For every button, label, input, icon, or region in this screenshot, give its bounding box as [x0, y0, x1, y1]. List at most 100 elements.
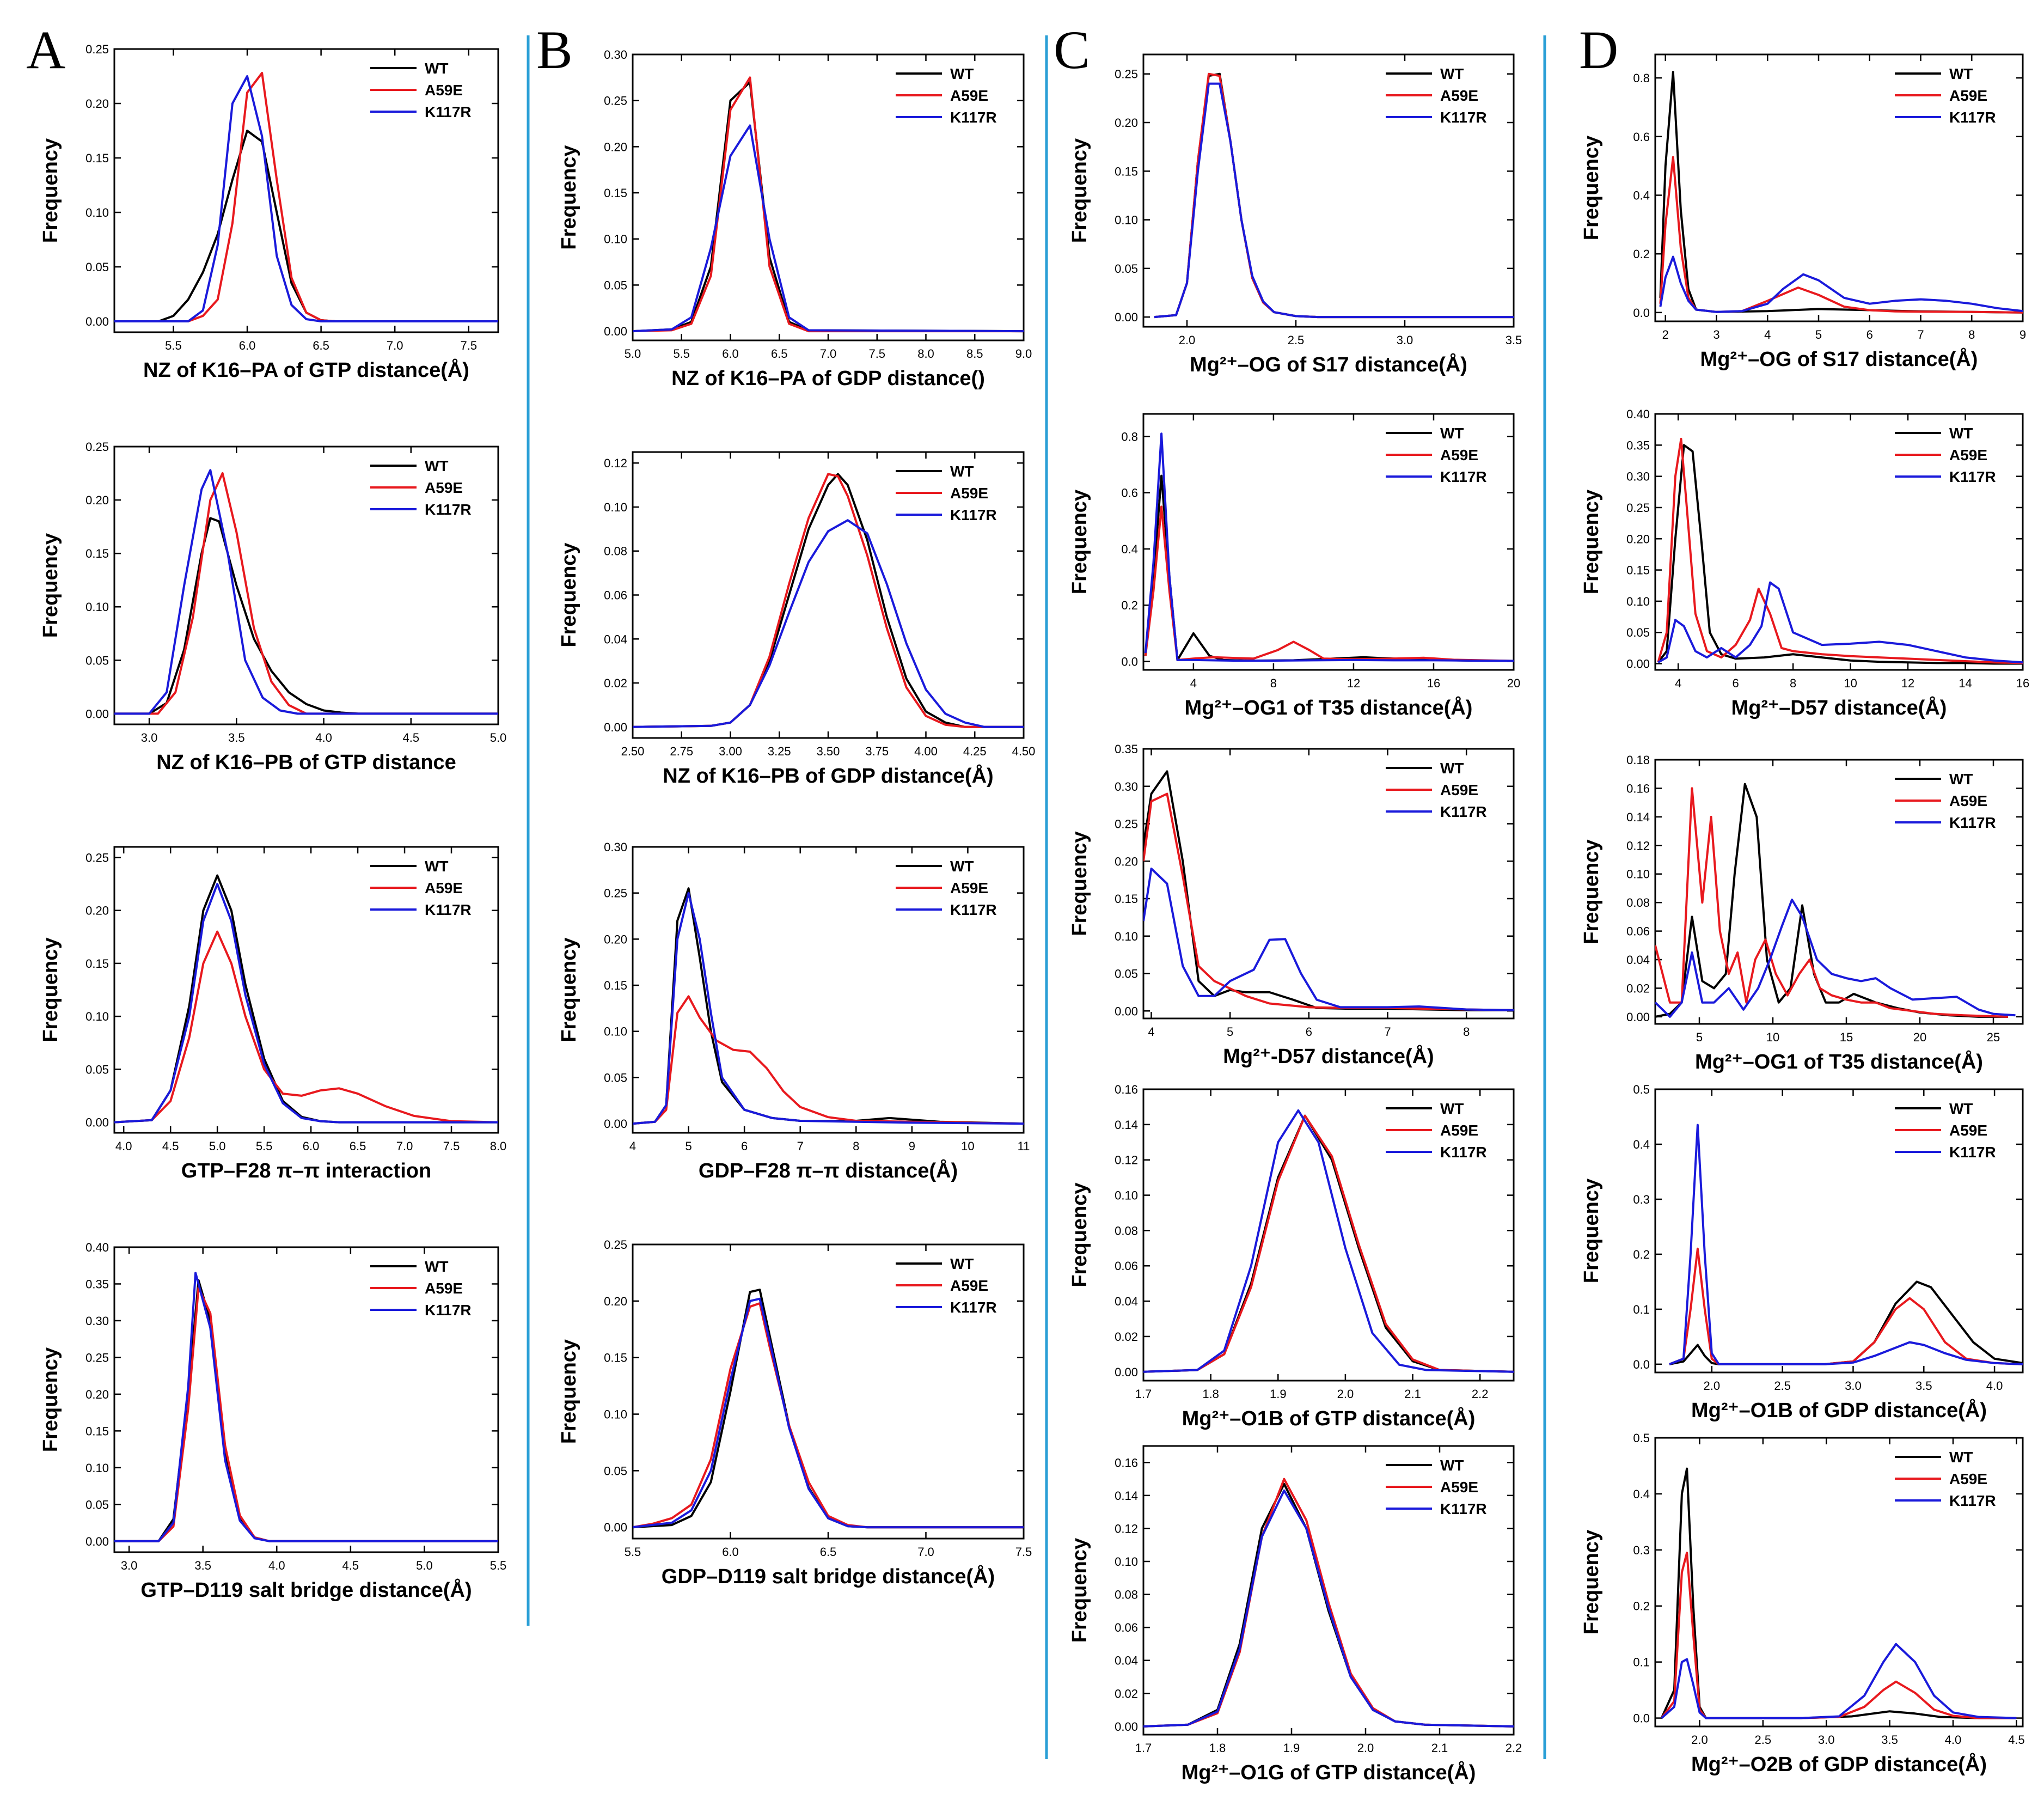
- y-tick-label: 0.10: [1115, 1189, 1138, 1203]
- y-tick-label: 0.0: [1633, 1358, 1650, 1371]
- x-tick-label: 4.5: [162, 1139, 179, 1153]
- series-line-a59e: [114, 930, 498, 1124]
- x-axis-label: GTP–F28 π–π interaction: [181, 1160, 431, 1182]
- y-tick-label: 0.10: [604, 1025, 627, 1039]
- legend-label-wt: WT: [1949, 1100, 1973, 1117]
- x-tick-label: 5: [1696, 1030, 1703, 1044]
- legend: WT A59E K117R: [896, 858, 997, 918]
- legend-label-a59e: A59E: [1440, 1479, 1478, 1496]
- x-tick-label: 6.5: [771, 347, 788, 361]
- series-line-k117r: [114, 75, 498, 322]
- x-tick-label: 3: [1713, 328, 1719, 341]
- x-tick-label: 1.9: [1283, 1741, 1300, 1755]
- legend: WT A59E K117R: [1386, 425, 1487, 485]
- series-group: [1143, 1478, 1514, 1728]
- y-tick-label: 0.25: [1115, 817, 1138, 831]
- x-tick-label: 8.5: [966, 347, 983, 361]
- y-tick-label: 0.16: [1115, 1456, 1138, 1469]
- y-tick-label: 0.00: [1115, 1365, 1138, 1379]
- y-tick-label: 0.02: [1115, 1330, 1138, 1344]
- y-tick-label: 0.06: [604, 589, 627, 602]
- series-group: [1660, 1467, 2017, 1719]
- y-tick-label: 0.25: [604, 1238, 627, 1252]
- series-group: [114, 469, 498, 715]
- y-tick-label: 0.15: [604, 1351, 627, 1365]
- y-tick-label: 0.16: [1115, 1083, 1138, 1096]
- y-tick-label: 0.00: [604, 1521, 627, 1534]
- x-tick-label: 5: [1227, 1025, 1233, 1039]
- chart-d5: 2.0 2.5 3.0 3.5 4.0 4.5 0.0 0.1 0.2 0.3 0.4 0.5 Mg²⁺…: [1580, 1431, 2025, 1776]
- x-tick-label: 9: [909, 1139, 915, 1153]
- y-axis-label: Frequency: [39, 138, 62, 243]
- y-tick-label: 0.20: [85, 493, 109, 507]
- x-tick-label: 6.0: [722, 347, 739, 361]
- x-tick-label: 1.9: [1270, 1387, 1287, 1401]
- legend-label-k117r: K117R: [425, 501, 472, 518]
- x-tick-label: 2.5: [1774, 1379, 1791, 1393]
- y-tick-label: 0.3: [1633, 1543, 1650, 1557]
- x-tick-label: 5.0: [209, 1139, 226, 1153]
- y-tick-label: 0.40: [85, 1241, 109, 1254]
- y-tick-label: 0.15: [85, 151, 109, 165]
- y-tick-label: 0.2: [1121, 599, 1138, 612]
- y-tick-label: 0.00: [604, 1117, 627, 1131]
- series-line-k117r: [1143, 1489, 1514, 1728]
- legend-label-wt: WT: [950, 65, 974, 82]
- panel-letter-b: B: [536, 20, 573, 80]
- y-tick-label: 0.10: [1115, 930, 1138, 943]
- series-line-a59e: [633, 995, 1024, 1125]
- chart-b3: 4 5 6 7 8 9 10 11 0.00 0.05 0.10 0.15 0.20 0.25 0.30 GD…: [558, 840, 1030, 1182]
- series-line-a59e: [633, 76, 1024, 333]
- legend-label-a59e: A59E: [950, 880, 988, 896]
- series-line-a59e: [1144, 505, 1514, 662]
- y-tick-label: 0.12: [604, 456, 627, 470]
- series-line-wt: [1657, 444, 2023, 665]
- y-tick-label: 0.40: [1626, 407, 1650, 421]
- x-tick-label: 4: [1764, 328, 1771, 341]
- y-tick-label: 0.15: [1115, 892, 1138, 906]
- legend-label-k117r: K117R: [425, 1302, 472, 1319]
- legend-label-k117r: K117R: [1949, 468, 1996, 485]
- y-tick-label: 0.10: [604, 1408, 627, 1421]
- legend-label-a59e: A59E: [425, 1280, 463, 1297]
- y-tick-label: 0.00: [604, 721, 627, 734]
- y-tick-label: 0.12: [1115, 1154, 1138, 1167]
- plot-frame: [1142, 413, 1515, 671]
- x-tick-label: 10: [961, 1139, 974, 1153]
- x-tick-label: 16: [2016, 676, 2029, 690]
- x-axis-label: NZ of K16–PA of GDP distance(): [671, 367, 985, 390]
- legend-label-k117r: K117R: [950, 507, 997, 523]
- y-tick-label: 0.35: [85, 1277, 109, 1291]
- series-line-k117r: [114, 1272, 498, 1542]
- x-tick-label: 9.0: [1015, 347, 1032, 361]
- series-line-a59e: [633, 1302, 1024, 1529]
- y-tick-label: 0.0: [1633, 306, 1650, 320]
- series-group: [633, 887, 1024, 1125]
- y-tick-label: 0.15: [1626, 564, 1650, 577]
- x-tick-label: 4.5: [402, 731, 419, 745]
- series-line-wt: [1659, 71, 2023, 314]
- y-tick-label: 0.06: [1115, 1621, 1138, 1634]
- x-tick-label: 7.5: [443, 1139, 460, 1153]
- legend: WT A59E K117R: [896, 463, 997, 523]
- x-axis-label: NZ of K16–PB of GDP distance(Å): [663, 764, 993, 788]
- y-tick-label: 0.30: [85, 1314, 109, 1328]
- x-tick-label: 7.0: [820, 347, 837, 361]
- series-line-wt: [633, 887, 1024, 1125]
- chart-c2: 4 8 12 16 20 0.0 0.2 0.4 0.6 0.8 Mg²⁺–OG1 of T35 d…: [1068, 413, 1520, 719]
- chart-a4: 3.0 3.5 4.0 4.5 5.0 5.5 0.00 0.05 0.10 0.15 0.20 0.…: [39, 1241, 506, 1602]
- chart-d4: 2.0 2.5 3.0 3.5 4.0 0.0 0.1 0.2 0.3 0.4 0.5 Mg²⁺–O1…: [1580, 1083, 2024, 1422]
- x-tick-label: 3.5: [1881, 1733, 1898, 1747]
- x-axis-label: NZ of K16–PB of GTP distance: [156, 751, 456, 774]
- legend-label-a59e: A59E: [950, 87, 988, 104]
- x-tick-label: 6.5: [313, 339, 329, 352]
- series-line-wt: [114, 130, 498, 322]
- legend-label-k117r: K117R: [950, 901, 997, 918]
- x-tick-label: 6.5: [820, 1545, 837, 1559]
- legend: WT A59E K117R: [896, 1255, 997, 1316]
- y-axis-label: Frequency: [1580, 1179, 1603, 1283]
- series-line-a59e: [1655, 787, 2009, 1018]
- series-line-wt: [1669, 1280, 2023, 1365]
- y-tick-label: 0.05: [604, 1071, 627, 1084]
